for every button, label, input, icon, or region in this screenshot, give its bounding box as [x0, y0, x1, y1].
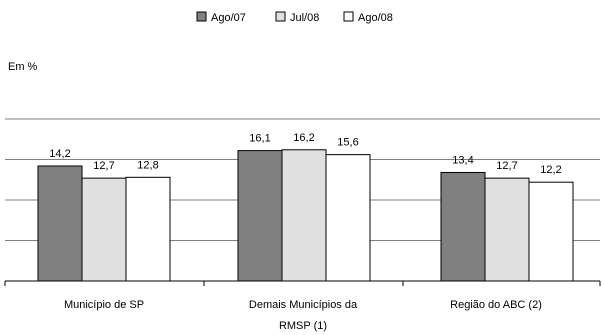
x-axis: [4, 280, 601, 286]
bar-2-1: [237, 150, 283, 282]
data-label-2-1: 16,1: [249, 133, 270, 145]
value-labels: 14,2 12,7 12,8 16,1 16,2 15,6 13,4 12,7 12,2: [49, 132, 561, 176]
bars: [37, 149, 574, 282]
unit-label: Em %: [8, 61, 38, 73]
data-label-1-3: 12,8: [137, 159, 158, 171]
legend: Ago/07 Jul/08 Ago/08: [196, 11, 393, 24]
category-label-2-line-2: RMSP (1): [279, 320, 327, 332]
data-label-1-2: 12,7: [93, 160, 114, 172]
category-label-2-line-1: Demais Municípios da: [249, 299, 358, 311]
bar-1-3: [125, 176, 171, 282]
legend-swatch-2: [275, 11, 286, 22]
data-label-3-1: 13,4: [452, 154, 473, 166]
data-label-3-3: 12,2: [540, 164, 561, 176]
legend-label-1: Ago/07: [211, 12, 246, 24]
bar-3-2: [484, 177, 530, 282]
bar-2-3: [325, 154, 371, 282]
bar-2-2: [281, 149, 327, 282]
legend-label-3: Ago/08: [358, 12, 393, 24]
data-label-1-1: 14,2: [49, 148, 70, 160]
category-label-1-line-1: Município de SP: [64, 299, 144, 311]
data-label-3-2: 12,7: [496, 160, 517, 172]
category-label-3-line-1: Região do ABC (2): [450, 299, 542, 311]
bar-3-1: [440, 171, 486, 282]
data-label-2-3: 15,6: [337, 137, 358, 149]
bar-3-3: [528, 181, 574, 282]
legend-swatch-1: [196, 11, 207, 22]
data-label-2-2: 16,2: [293, 132, 314, 144]
legend-swatch-3: [343, 11, 354, 22]
x-tick-labels: Município de SP Demais Municípios da RMSP …: [64, 299, 542, 332]
bar-1-2: [81, 177, 127, 282]
legend-label-2: Jul/08: [290, 12, 319, 24]
bar-1-1: [37, 165, 83, 282]
